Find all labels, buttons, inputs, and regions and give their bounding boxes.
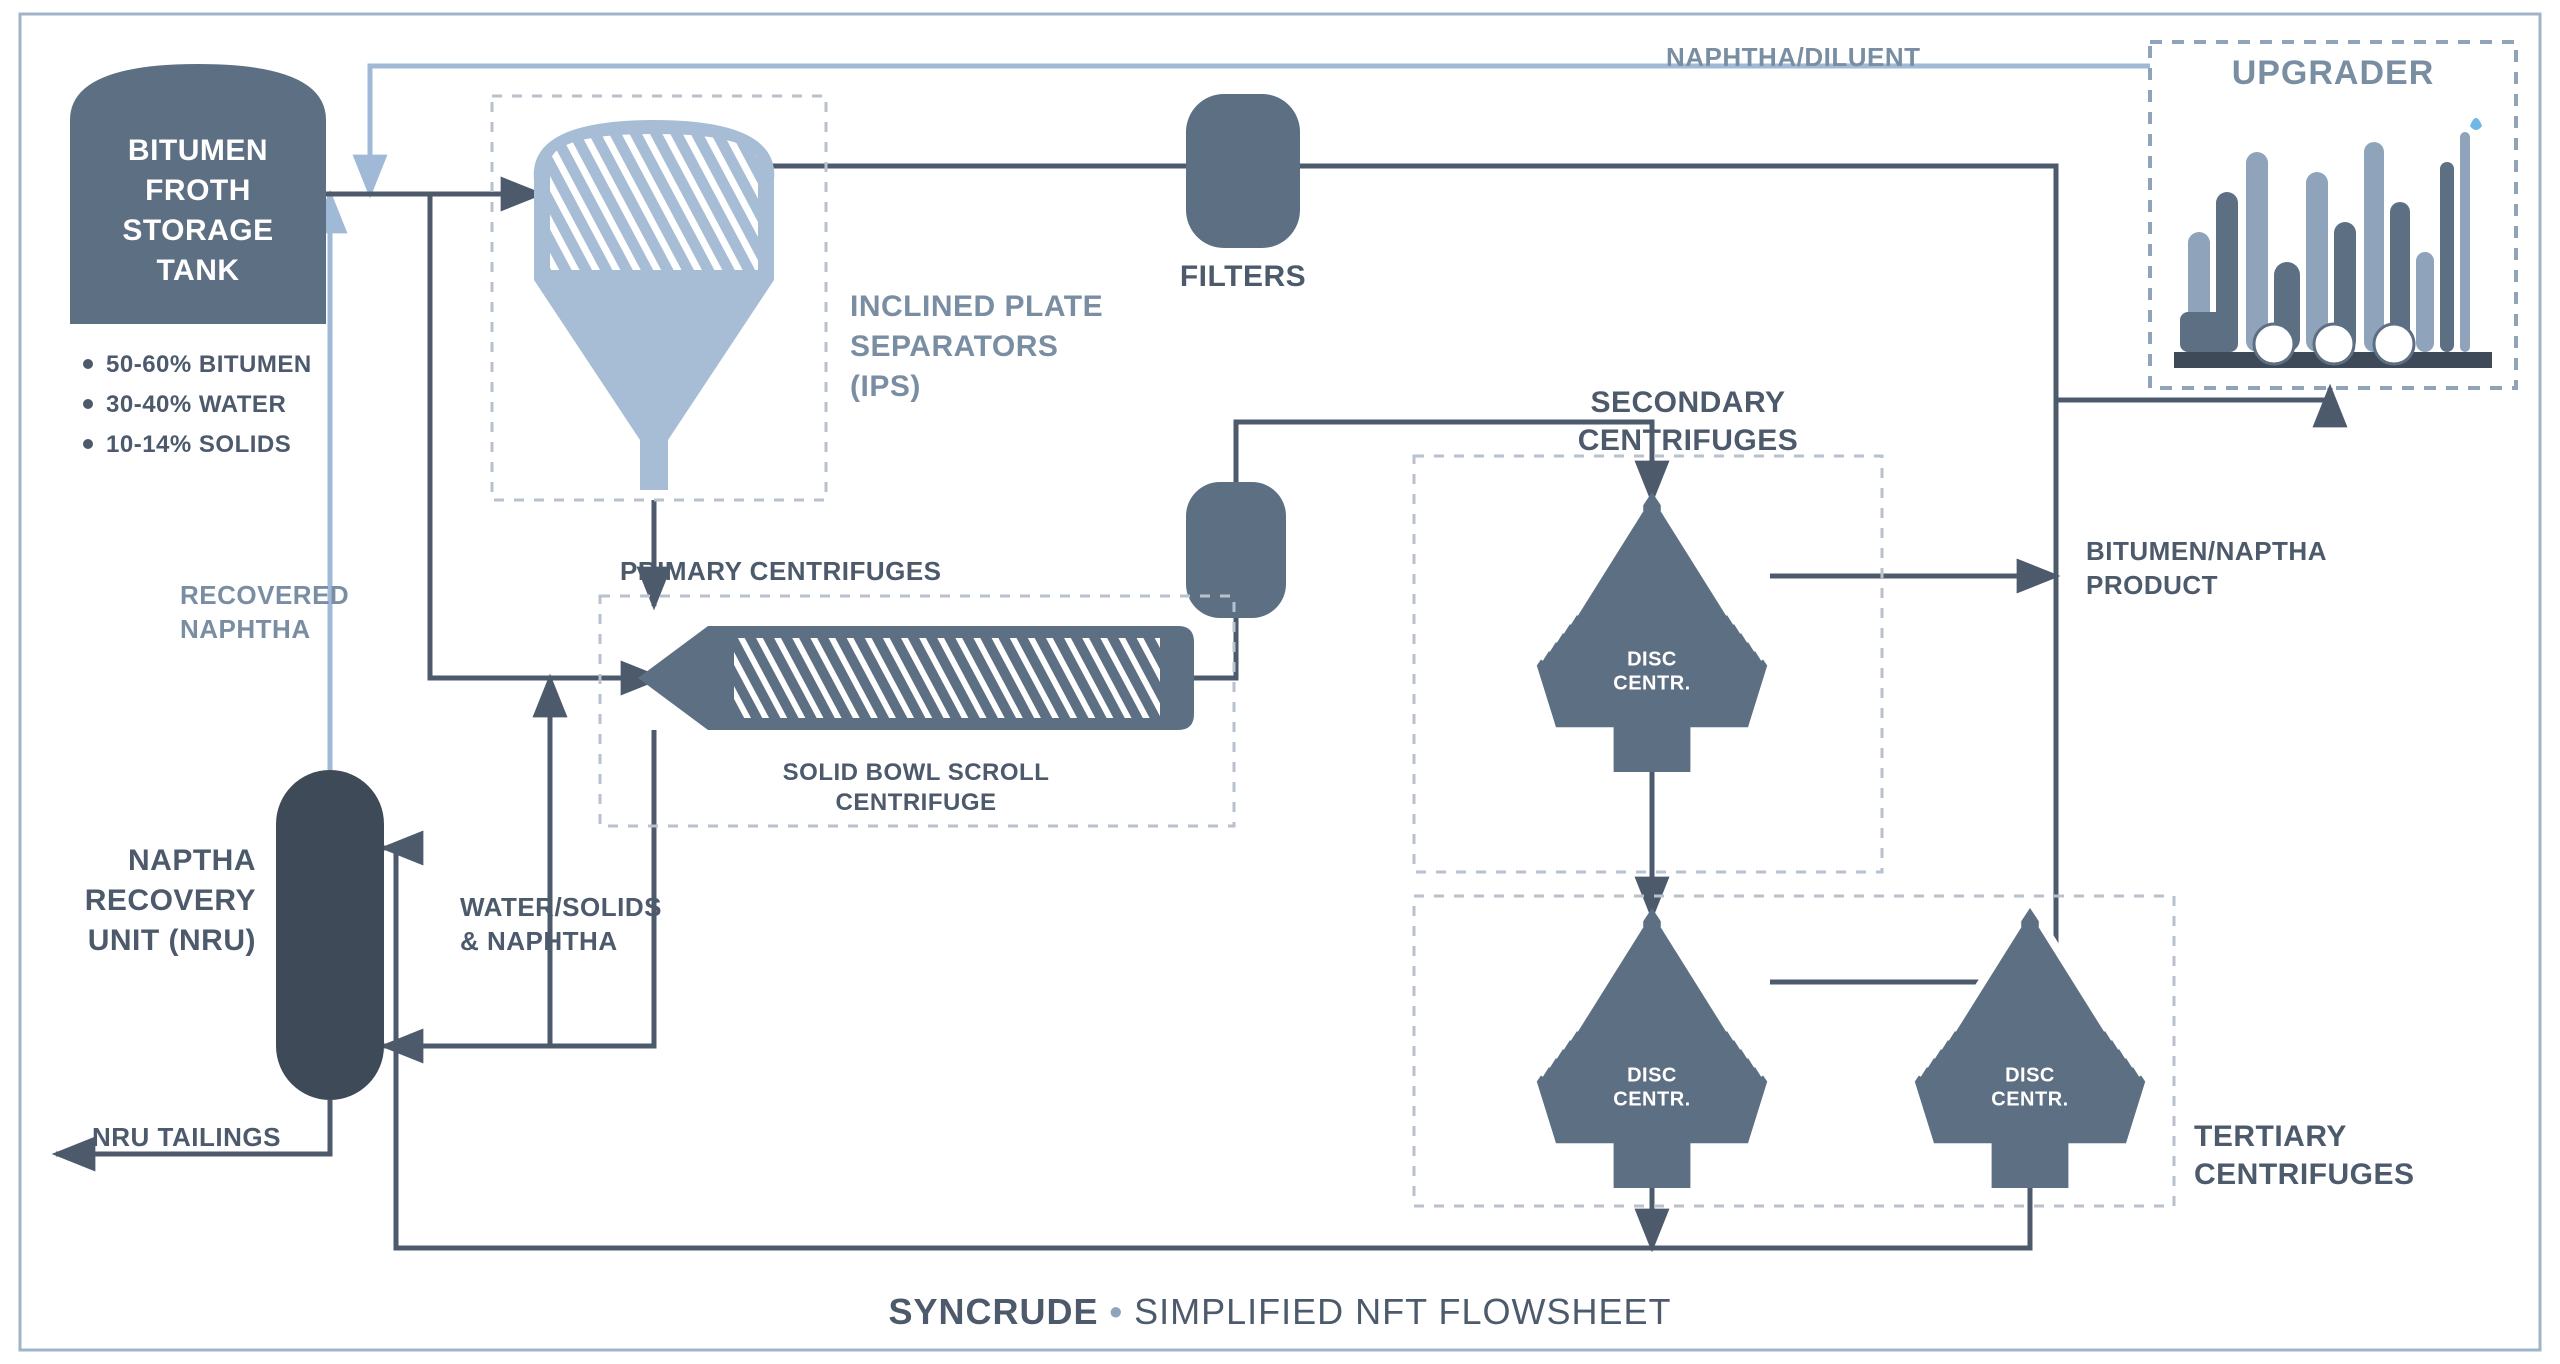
recovered-naphtha-label: NAPHTHA xyxy=(180,614,311,644)
nru-label: NAPTHA xyxy=(128,844,256,877)
bullet-dot xyxy=(83,399,93,409)
ips-label: (IPS) xyxy=(850,370,921,403)
scroll-centrifuge-hatch xyxy=(734,638,1160,718)
bitumen-product-label: PRODUCT xyxy=(2086,570,2218,600)
nru-label: RECOVERY xyxy=(85,884,256,917)
ips-label: SEPARATORS xyxy=(850,330,1058,363)
ips-label: INCLINED PLATE xyxy=(850,290,1103,323)
disc-centrifuge-shape xyxy=(1915,908,2145,1188)
diagram-title: SYNCRUDE • SIMPLIFIED NFT FLOWSHEET xyxy=(888,1291,1671,1332)
filters-label: FILTERS xyxy=(1180,260,1306,293)
secondary-label: CENTRIFUGES xyxy=(1578,424,1799,457)
flowsheet-diagram: BITUMEN FROTH STORAGE TANK 50-60% BITUMEN 30-… xyxy=(0,0,2560,1364)
nru-shape xyxy=(276,770,384,1100)
disc-centrifuge-shape xyxy=(1537,492,1767,772)
upgrader-label: UPGRADER xyxy=(2232,54,2435,92)
bullet-text: 30-40% WATER xyxy=(106,391,286,418)
bullet-dot xyxy=(83,439,93,449)
bullet-text: 10-14% SOLIDS xyxy=(106,431,291,458)
filter-shape xyxy=(1186,94,1300,248)
recovered-naphtha-label: RECOVERED xyxy=(180,580,349,610)
nru-tailings-label: NRU TAILINGS xyxy=(92,1122,281,1152)
bullet-dot xyxy=(83,359,93,369)
tertiary-label: TERTIARY xyxy=(2194,1120,2347,1153)
bitumen-tank-label: BITUMEN xyxy=(128,134,268,167)
bitumen-tank-label: FROTH xyxy=(145,174,251,207)
disc-label: DISC xyxy=(1627,1065,1677,1087)
upgrader-icon xyxy=(2174,118,2492,368)
naphtha-diluent-label: NAPHTHA/DILUENT xyxy=(1666,42,1921,72)
filter-shape xyxy=(1186,482,1286,618)
water-solids-label: & NAPHTHA xyxy=(460,926,618,956)
disc-label: DISC xyxy=(2005,1065,2055,1087)
disc-label: CENTR. xyxy=(1613,1089,1690,1111)
solid-bowl-label: SOLID BOWL SCROLL xyxy=(783,759,1050,786)
secondary-label: SECONDARY xyxy=(1590,386,1785,419)
tertiary-label: CENTRIFUGES xyxy=(2194,1158,2415,1191)
bitumen-tank-label: STORAGE xyxy=(122,214,273,247)
disc-label: DISC xyxy=(1627,649,1677,671)
flow-prim_to_nru xyxy=(384,730,654,1046)
nru-label: UNIT (NRU) xyxy=(88,924,256,957)
ips-hatch xyxy=(550,134,758,270)
bitumen-product-label: BITUMEN/NAPTHA xyxy=(2086,536,2327,566)
water-solids-label: WATER/SOLIDS xyxy=(460,892,662,922)
primary-label: PRIMARY CENTRIFUGES xyxy=(620,556,942,586)
disc-centrifuge-shape xyxy=(1537,908,1767,1188)
bitumen-tank-label: TANK xyxy=(156,254,239,287)
disc-label: CENTR. xyxy=(1991,1089,2068,1111)
solid-bowl-label: CENTRIFUGE xyxy=(836,789,997,816)
disc-label: CENTR. xyxy=(1613,673,1690,695)
bullet-text: 50-60% BITUMEN xyxy=(106,351,312,378)
flow-centr_to_filter2 xyxy=(1194,618,1236,678)
